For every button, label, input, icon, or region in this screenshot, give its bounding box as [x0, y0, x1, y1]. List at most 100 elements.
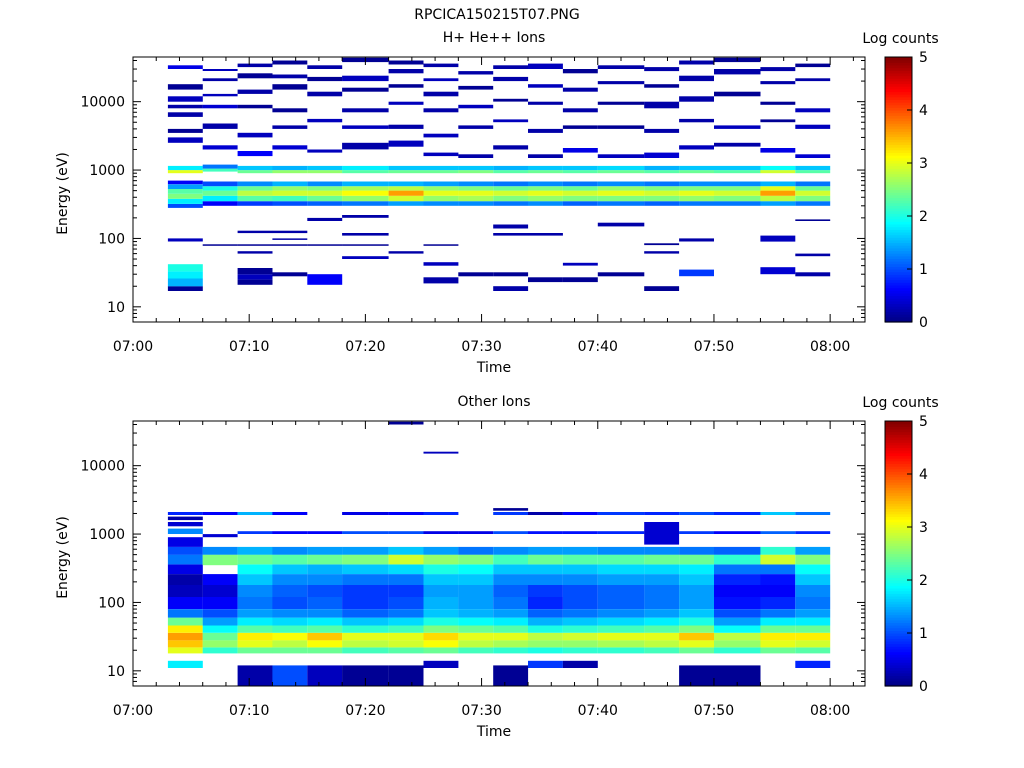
- heatmap-cell: [272, 554, 308, 565]
- colorbar-step: [885, 311, 912, 315]
- heatmap-cell: [423, 78, 459, 82]
- heatmap-cell: [307, 632, 343, 641]
- heatmap-cell: [493, 186, 529, 191]
- colorbar-step: [885, 83, 912, 87]
- heatmap-cell: [493, 181, 529, 187]
- heatmap-cell: [644, 201, 680, 206]
- colorbar-step: [885, 542, 912, 547]
- y-tick-label: 1000: [89, 527, 125, 543]
- colorbar-tick-label: 1: [919, 626, 928, 642]
- heatmap-cell: [167, 165, 203, 171]
- heatmap-cell: [597, 201, 645, 206]
- heatmap-cell: [237, 574, 273, 585]
- colorbar-step: [885, 184, 912, 188]
- heatmap-cell: [458, 640, 494, 648]
- colorbar-step: [885, 550, 912, 555]
- colorbar-step: [885, 643, 912, 647]
- heatmap-cell: [760, 235, 796, 242]
- heatmap-cell: [597, 617, 645, 626]
- heatmap-cell: [760, 267, 796, 275]
- heatmap-cell: [342, 574, 389, 585]
- colorbar-step: [885, 638, 912, 642]
- colorbar-step: [885, 78, 912, 82]
- heatmap-cell: [493, 272, 529, 277]
- heatmap-cell: [644, 632, 680, 641]
- heatmap-cell: [272, 145, 308, 150]
- colorbar-step: [885, 303, 912, 307]
- heatmap-cell: [307, 118, 343, 123]
- heatmap-cell: [493, 98, 529, 102]
- colorbar-step: [885, 229, 912, 233]
- heatmap-cell: [388, 597, 424, 609]
- colorbar-step: [885, 86, 912, 90]
- heatmap-cell: [795, 165, 831, 171]
- colorbar-step: [885, 654, 912, 658]
- heatmap-cell: [342, 186, 389, 191]
- heatmap-cell: [528, 647, 563, 654]
- heatmap-cell: [644, 181, 680, 187]
- heatmap-cell: [202, 78, 238, 82]
- heatmap-cell: [307, 640, 343, 648]
- heatmap-cell: [388, 564, 424, 575]
- heatmap-cell: [423, 660, 459, 668]
- x-tick-label: 08:00: [810, 703, 850, 719]
- heatmap-cell: [237, 554, 273, 565]
- heatmap-cell: [493, 531, 529, 534]
- heatmap-cell: [644, 574, 680, 585]
- heatmap-cell: [307, 65, 343, 69]
- colorbar-tick-label: 2: [919, 209, 928, 225]
- y-tick-label: 1000: [89, 163, 125, 179]
- heatmap-cell: [458, 554, 494, 565]
- heatmap-cell: [307, 617, 343, 626]
- colorbar-step: [885, 587, 912, 592]
- heatmap-cell: [528, 195, 563, 202]
- heatmap-cell: [644, 67, 680, 72]
- heatmap-cell: [493, 640, 529, 648]
- heatmap-cell: [423, 190, 459, 196]
- heatmap-cell: [714, 617, 761, 626]
- colorbar-step: [885, 585, 912, 589]
- heatmap-cell: [795, 512, 831, 515]
- colorbar-tick-label: 2: [919, 573, 928, 589]
- heatmap-cell: [167, 203, 203, 208]
- colorbar-step: [885, 70, 912, 74]
- heatmap-cell: [237, 230, 273, 234]
- heatmap-cell: [237, 632, 273, 641]
- colorbar-step: [885, 308, 912, 312]
- colorbar-step: [885, 508, 912, 512]
- colorbar-tick-label: 4: [919, 103, 928, 119]
- heatmap-cell: [237, 531, 273, 534]
- heatmap-cell: [795, 154, 831, 158]
- heatmap-cell: [237, 609, 273, 618]
- heatmap-cell: [458, 195, 494, 202]
- heatmap-cell: [644, 554, 680, 565]
- heatmap-cell: [307, 244, 343, 246]
- heatmap-cell: [795, 531, 831, 534]
- colorbar-step: [885, 678, 912, 682]
- colorbar-step: [885, 436, 912, 441]
- heatmap-cell: [562, 531, 598, 534]
- colorbar-step: [885, 250, 912, 254]
- heatmap-cell: [307, 531, 343, 534]
- heatmap-cell: [528, 181, 563, 187]
- heatmap-cell: [307, 76, 343, 82]
- heatmap-cell: [795, 190, 831, 196]
- heatmap-cell: [714, 91, 761, 97]
- colorbar-step: [885, 160, 912, 164]
- x-tick-label: 07:50: [694, 339, 734, 355]
- heatmap-cell: [167, 170, 203, 174]
- colorbar-step: [885, 680, 912, 684]
- heatmap-cell: [562, 585, 598, 597]
- heatmap-cell: [714, 665, 761, 686]
- colorbar-step: [885, 210, 912, 214]
- heatmap-cell: [493, 195, 529, 202]
- heatmap-cell: [202, 554, 238, 566]
- heatmap-cell: [202, 69, 238, 71]
- colorbar-step: [885, 450, 912, 454]
- heatmap-cell: [795, 609, 831, 618]
- colorbar-step: [885, 614, 912, 618]
- heatmap-cell: [167, 112, 203, 117]
- colorbar-step: [885, 186, 912, 191]
- heatmap-cell: [237, 181, 273, 187]
- heatmap-cell: [597, 154, 645, 158]
